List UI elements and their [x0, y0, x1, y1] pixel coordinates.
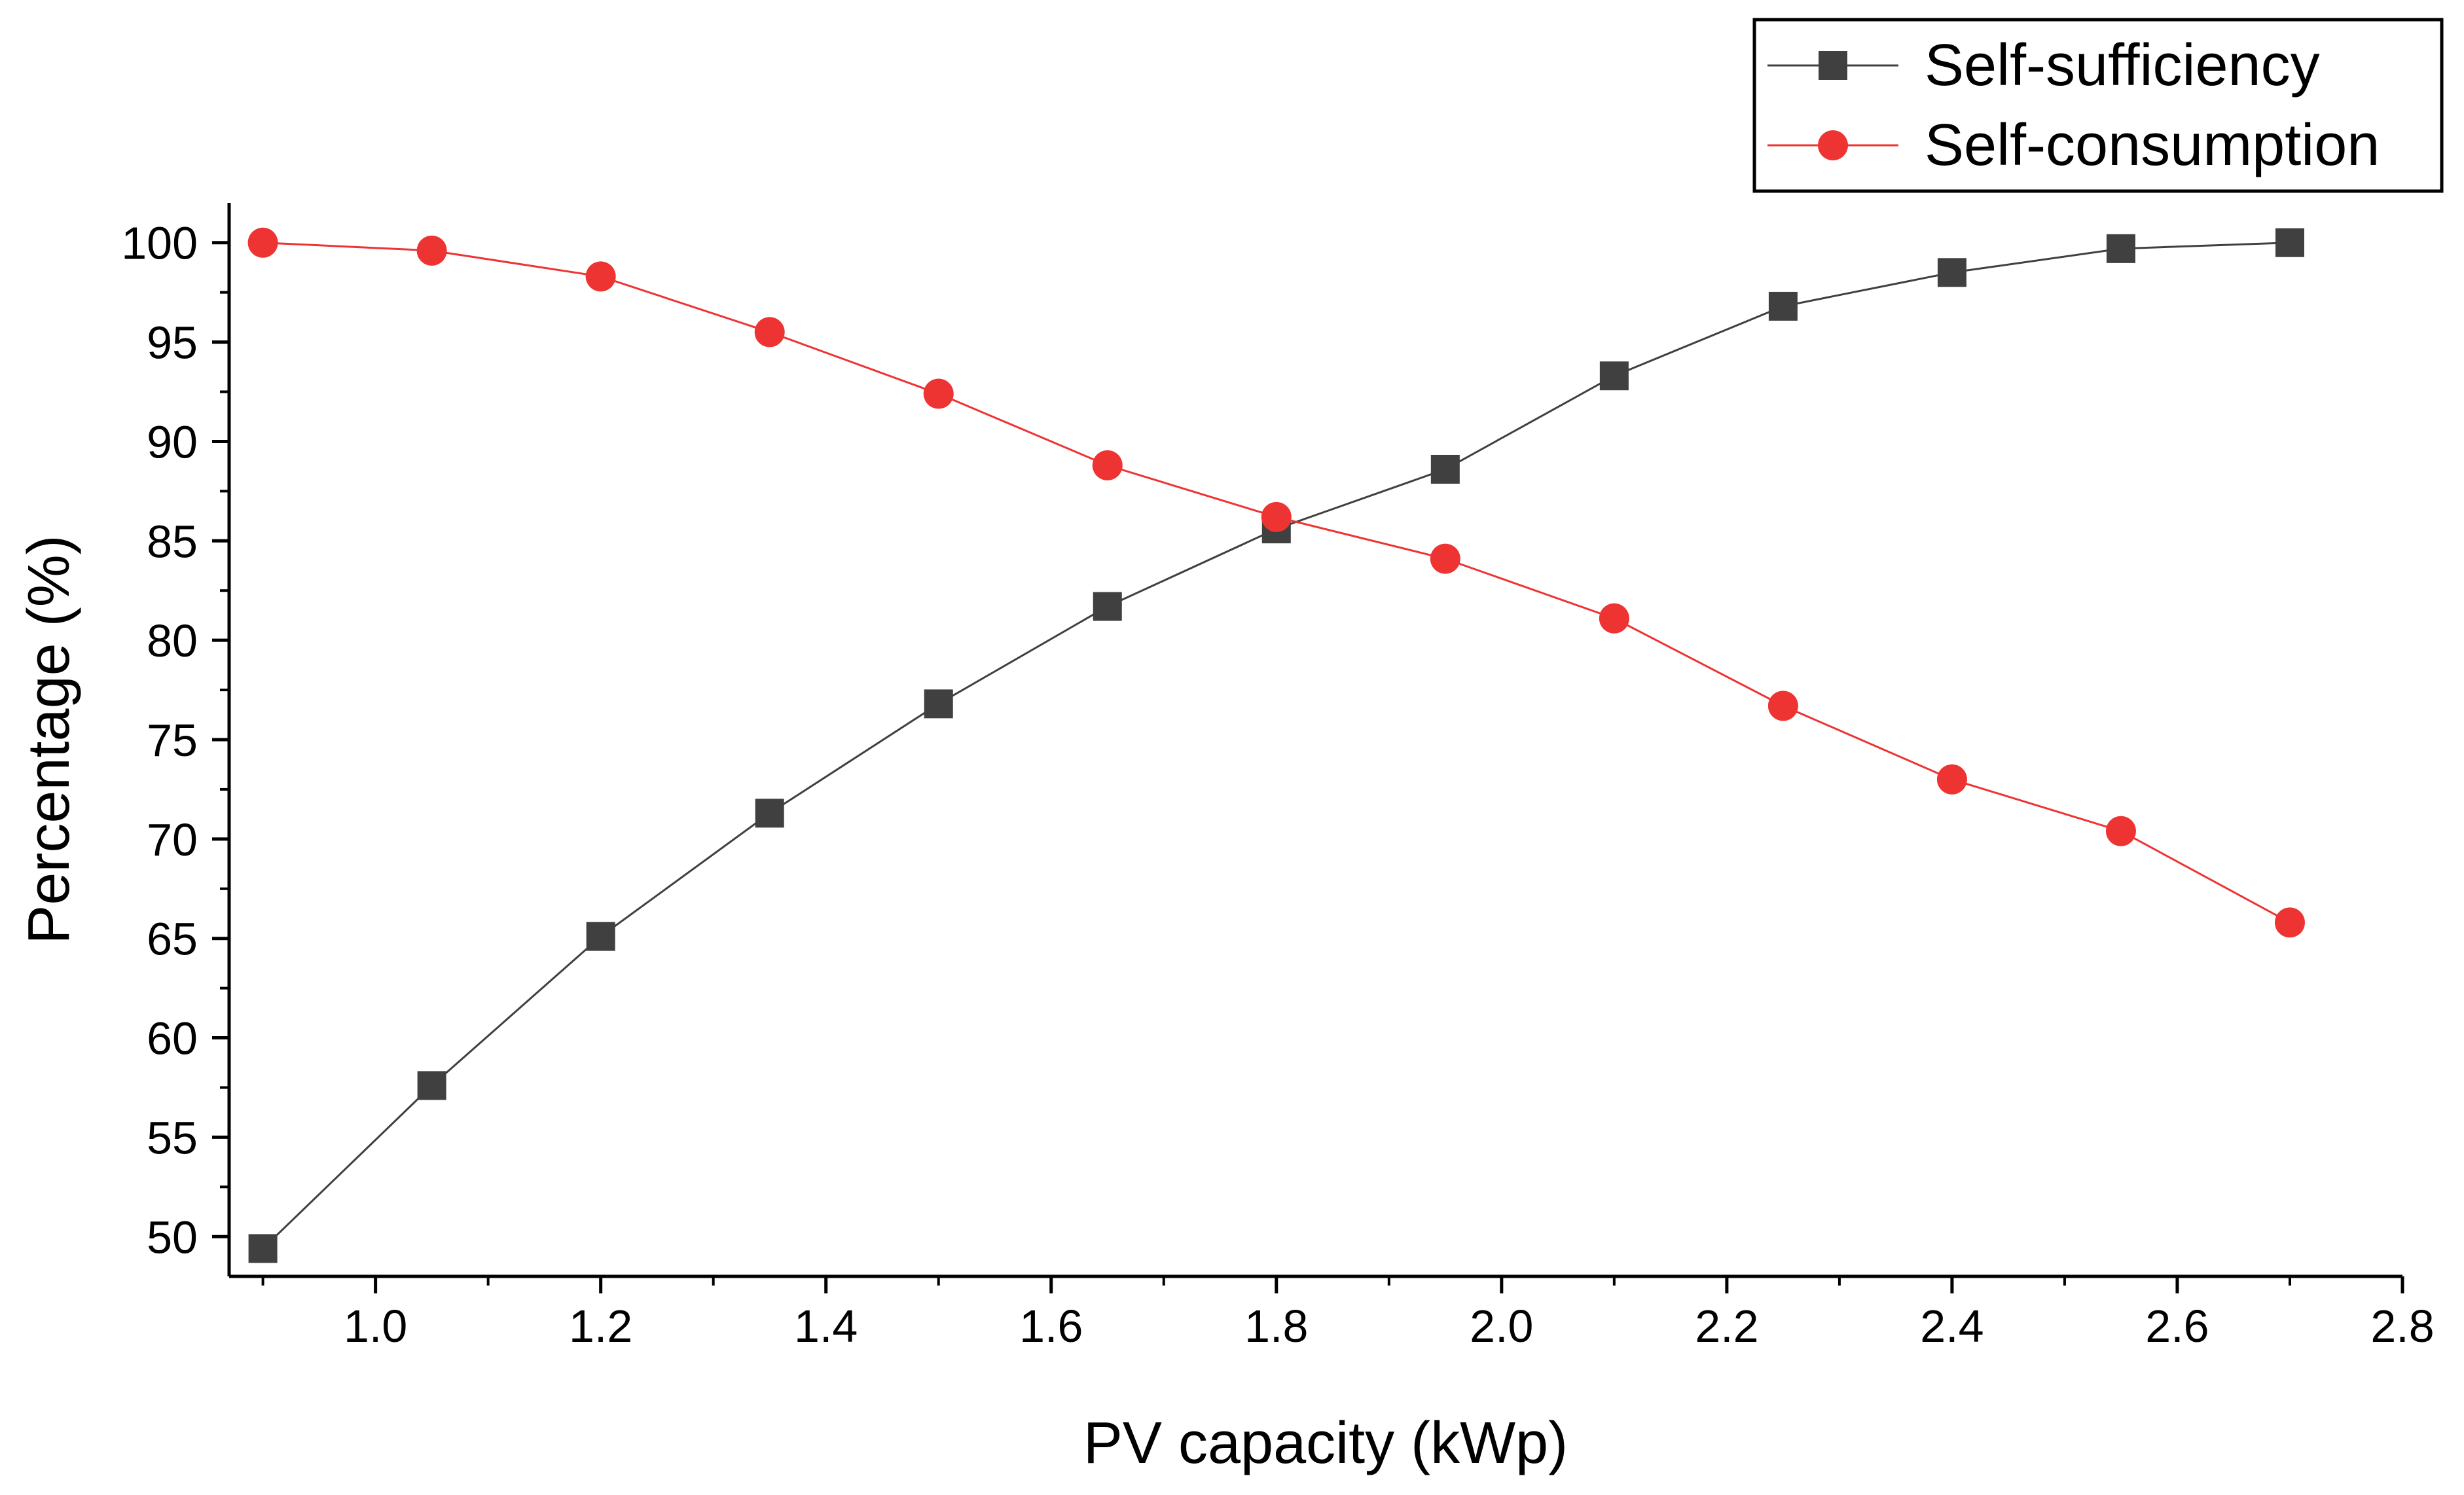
x-tick-label: 1.4	[794, 1301, 858, 1352]
data-point-self-sufficiency	[417, 1071, 446, 1100]
data-point-self-consumption	[1767, 691, 1798, 721]
data-point-self-consumption	[1599, 603, 1629, 634]
data-point-self-consumption	[1261, 501, 1292, 532]
data-point-self-sufficiency	[2106, 234, 2135, 263]
data-point-self-sufficiency	[248, 1234, 278, 1263]
data-point-self-sufficiency	[2275, 228, 2304, 257]
data-point-self-consumption	[1936, 764, 1967, 795]
x-tick-label: 1.0	[344, 1301, 407, 1352]
legend-label-self-consumption: Self-consumption	[1925, 113, 2380, 178]
legend-label-self-sufficiency: Self-sufficiency	[1925, 33, 2320, 98]
x-tick-label: 2.4	[1920, 1301, 1984, 1352]
y-tick-label: 85	[147, 516, 198, 567]
y-tick-label: 60	[147, 1013, 198, 1064]
y-tick-label: 90	[147, 416, 198, 467]
series-line-self-consumption	[263, 242, 2291, 924]
data-point-self-consumption	[2274, 907, 2305, 938]
y-tick-label: 95	[147, 317, 198, 369]
data-point-self-sufficiency	[924, 689, 953, 719]
y-tick-label: 100	[121, 218, 198, 269]
data-point-self-sufficiency	[1430, 454, 1460, 484]
data-point-self-sufficiency	[1937, 258, 1966, 287]
data-point-self-sufficiency	[755, 799, 784, 828]
y-axis-title: Percentage (%)	[16, 535, 82, 944]
y-tick-label: 55	[147, 1112, 198, 1163]
y-tick-label: 50	[147, 1212, 198, 1263]
data-point-self-sufficiency	[586, 922, 615, 951]
y-tick-label: 75	[147, 715, 198, 766]
data-point-self-consumption	[1430, 543, 1460, 574]
legend-box	[1752, 18, 2444, 193]
data-point-self-consumption	[923, 378, 954, 409]
series-line-self-sufficiency	[262, 242, 2291, 1250]
x-tick-label: 2.8	[2370, 1301, 2434, 1352]
x-tick-label: 2.6	[2145, 1301, 2209, 1352]
data-point-self-consumption	[247, 227, 278, 258]
y-tick-label: 80	[147, 615, 198, 666]
data-point-self-consumption	[416, 235, 447, 266]
legend-marker-self-sufficiency	[1819, 51, 1847, 80]
x-tick-label: 1.6	[1019, 1301, 1083, 1352]
legend: Self-sufficiency Self-consumption	[1752, 18, 2444, 193]
x-tick-label: 1.2	[569, 1301, 632, 1352]
x-tick-label: 2.2	[1695, 1301, 1758, 1352]
data-point-self-consumption	[2105, 816, 2136, 846]
y-tick-label: 70	[147, 814, 198, 865]
data-point-self-consumption	[585, 261, 616, 292]
x-tick-label: 2.0	[1470, 1301, 1533, 1352]
data-point-self-sufficiency	[1599, 361, 1629, 391]
legend-marker-self-consumption	[1818, 130, 1848, 160]
x-axis-title: PV capacity (kWp)	[1083, 1411, 1568, 1476]
plot-area: 1.0 1.2 1.4 1.6 1.8 2.0 2.2 2.4 2.6 2.8 50 55 60 65 70…	[121, 203, 2435, 1352]
x-tick-label: 1.8	[1244, 1301, 1308, 1352]
data-point-self-sufficiency	[1768, 291, 1798, 321]
data-point-self-consumption	[754, 317, 785, 348]
data-point-self-consumption	[1092, 450, 1123, 480]
data-point-self-sufficiency	[1093, 592, 1122, 621]
y-tick-label: 65	[147, 914, 198, 965]
